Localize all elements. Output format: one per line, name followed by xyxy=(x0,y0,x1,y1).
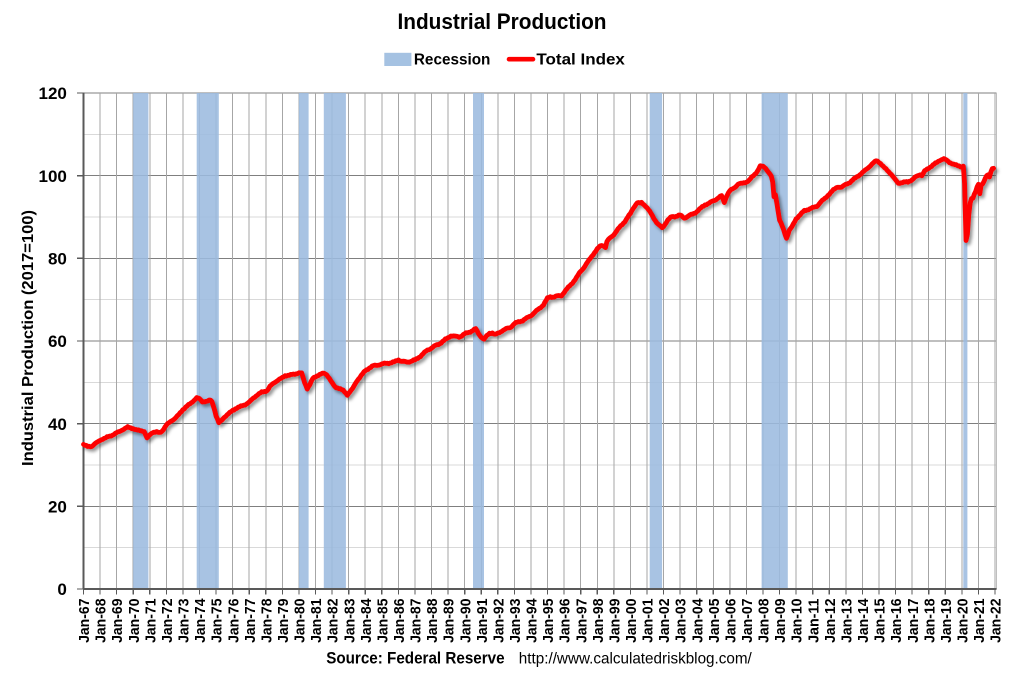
svg-text:Jan-82: Jan-82 xyxy=(325,599,342,643)
svg-text:Jan-90: Jan-90 xyxy=(457,599,474,643)
svg-text:Jan-97: Jan-97 xyxy=(573,599,590,643)
svg-text:Jan-92: Jan-92 xyxy=(490,599,507,643)
svg-text:100: 100 xyxy=(39,167,67,186)
svg-text:Jan-12: Jan-12 xyxy=(822,599,839,643)
svg-text:Jan-71: Jan-71 xyxy=(142,599,159,643)
svg-text:Jan-19: Jan-19 xyxy=(938,599,955,643)
svg-text:Jan-74: Jan-74 xyxy=(192,598,209,643)
svg-text:Jan-78: Jan-78 xyxy=(258,599,275,643)
svg-text:Jan-75: Jan-75 xyxy=(209,599,226,643)
svg-text:Jan-09: Jan-09 xyxy=(772,599,789,643)
svg-text:Jan-98: Jan-98 xyxy=(590,599,607,643)
svg-text:Jan-18: Jan-18 xyxy=(921,599,938,643)
svg-text:Jan-03: Jan-03 xyxy=(673,599,690,643)
svg-text:Jan-83: Jan-83 xyxy=(341,599,358,643)
svg-text:Jan-94: Jan-94 xyxy=(524,598,541,643)
svg-text:Jan-67: Jan-67 xyxy=(76,599,93,643)
svg-text:Jan-07: Jan-07 xyxy=(739,599,756,643)
svg-text:Jan-70: Jan-70 xyxy=(126,599,143,643)
svg-text:Jan-17: Jan-17 xyxy=(905,599,922,643)
svg-text:Jan-91: Jan-91 xyxy=(474,599,491,643)
svg-text:Jan-89: Jan-89 xyxy=(441,599,458,643)
svg-text:Jan-15: Jan-15 xyxy=(872,599,889,643)
svg-text:Jan-10: Jan-10 xyxy=(789,599,806,643)
svg-text:Total Index: Total Index xyxy=(536,51,625,68)
svg-text:Jan-14: Jan-14 xyxy=(855,598,872,643)
svg-text:Jan-96: Jan-96 xyxy=(557,599,574,643)
svg-text:Jan-86: Jan-86 xyxy=(391,599,408,643)
svg-text:Jan-68: Jan-68 xyxy=(93,599,110,643)
svg-text:Jan-00: Jan-00 xyxy=(623,599,640,643)
svg-text:Jan-20: Jan-20 xyxy=(955,599,972,643)
svg-text:Jan-76: Jan-76 xyxy=(225,599,242,643)
svg-text:Jan-01: Jan-01 xyxy=(640,599,657,643)
svg-text:Jan-02: Jan-02 xyxy=(656,599,673,643)
svg-text:Jan-73: Jan-73 xyxy=(176,599,193,643)
svg-text:Jan-84: Jan-84 xyxy=(358,598,375,643)
svg-text:Jan-06: Jan-06 xyxy=(722,599,739,643)
svg-text:120: 120 xyxy=(39,84,67,103)
svg-text:Jan-21: Jan-21 xyxy=(971,599,988,643)
svg-text:Jan-93: Jan-93 xyxy=(507,599,524,643)
svg-text:Jan-11: Jan-11 xyxy=(805,599,822,643)
svg-text:Jan-81: Jan-81 xyxy=(308,599,325,643)
svg-text:Jan-16: Jan-16 xyxy=(888,599,905,643)
svg-text:Jan-79: Jan-79 xyxy=(275,599,292,643)
svg-text:Jan-13: Jan-13 xyxy=(839,599,856,643)
svg-text:Jan-08: Jan-08 xyxy=(756,599,773,643)
svg-text:Jan-87: Jan-87 xyxy=(408,599,425,643)
svg-text:Jan-05: Jan-05 xyxy=(706,599,723,643)
svg-text:Source: Federal Reserve: Source: Federal Reserve xyxy=(326,650,504,668)
svg-text:0: 0 xyxy=(57,580,66,599)
svg-text:80: 80 xyxy=(48,249,67,268)
svg-text:Jan-88: Jan-88 xyxy=(424,599,441,643)
svg-text:Jan-77: Jan-77 xyxy=(242,599,259,643)
svg-text:Jan-69: Jan-69 xyxy=(109,599,126,643)
svg-text:Jan-95: Jan-95 xyxy=(540,599,557,643)
svg-text:Industrial Production: Industrial Production xyxy=(398,9,607,34)
svg-text:Jan-04: Jan-04 xyxy=(689,598,706,643)
svg-text:Jan-85: Jan-85 xyxy=(374,599,391,643)
svg-text:40: 40 xyxy=(48,415,67,434)
svg-text:Industrial Production (2017=10: Industrial Production (2017=100) xyxy=(20,210,37,466)
svg-text:20: 20 xyxy=(48,497,67,516)
svg-text:Recession: Recession xyxy=(414,51,491,68)
svg-text:Jan-22: Jan-22 xyxy=(988,599,1005,643)
svg-text:http://www.calculatedriskblog.: http://www.calculatedriskblog.com/ xyxy=(519,651,753,668)
svg-text:60: 60 xyxy=(48,332,67,351)
svg-text:Jan-99: Jan-99 xyxy=(606,599,623,643)
svg-text:Jan-72: Jan-72 xyxy=(159,599,176,643)
svg-text:Jan-80: Jan-80 xyxy=(292,599,309,643)
